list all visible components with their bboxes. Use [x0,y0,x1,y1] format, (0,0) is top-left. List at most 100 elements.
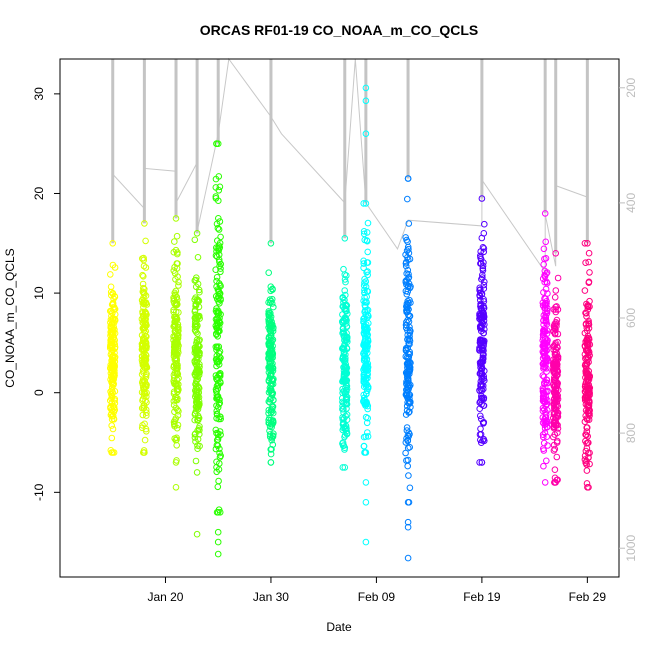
data-point [142,313,149,320]
data-point [213,277,220,285]
data-point [554,306,562,313]
data-point [477,305,485,312]
data-point [140,254,147,262]
y-tick-label: -10 [32,483,46,501]
data-point [403,378,410,386]
data-point [142,406,150,414]
data-point [343,329,350,337]
data-point [192,457,200,465]
data-point [174,406,181,414]
data-point [138,404,146,412]
data-point [404,376,412,384]
data-point [109,299,117,307]
data-point [364,268,371,275]
data-point [402,449,409,457]
data-point [583,428,591,435]
data-point [107,271,114,278]
data-point [343,317,350,324]
flight-series [170,215,182,491]
data-point [360,264,367,272]
data-point [172,484,180,491]
data-point [193,530,201,538]
data-point [342,291,349,299]
data-point [341,271,349,278]
data-point [269,285,276,293]
data-point [583,467,591,474]
data-point [586,397,593,405]
data-point [111,340,118,348]
data-point [214,509,222,516]
y2-tick-label: 800 [624,423,638,443]
data-point [584,382,591,390]
data-point [109,289,117,297]
data-point [584,240,591,247]
data-point [172,215,180,222]
data-point [477,340,484,347]
data-point [214,483,222,491]
data-point [110,306,117,314]
data-point [213,382,221,390]
data-point [541,344,549,352]
data-point [476,405,484,413]
data-point [109,381,117,389]
data-point [582,259,589,267]
data-point [540,462,547,470]
data-point [554,429,561,437]
data-point [175,278,182,286]
data-point [406,326,414,334]
data-point [550,441,558,449]
data-point [586,460,593,468]
data-point [193,356,200,364]
data-point [480,245,488,252]
data-point [542,254,550,262]
data-point [214,393,221,401]
data-point [554,355,562,363]
data-point [111,330,119,337]
data-point [266,363,273,371]
data-point [214,528,222,536]
data-point [195,342,202,350]
data-point [542,238,550,246]
data-point [581,351,589,358]
data-point [214,538,222,546]
data-point [174,326,182,333]
data-point [542,317,550,325]
data-point [269,351,277,359]
data-point [339,378,346,385]
data-point [364,314,371,321]
data-point [143,399,150,406]
data-point [173,294,180,301]
data-point [191,320,199,328]
data-point [216,290,223,298]
data-point [142,425,150,433]
data-point [360,391,368,399]
data-point [405,429,413,436]
data-point [194,253,202,261]
chart-title: ORCAS RF01-19 CO_NOAA_m_CO_QCLS [200,22,479,38]
data-point [173,355,180,363]
data-point [140,256,147,264]
data-point [542,295,549,303]
data-point [216,244,224,251]
data-point [540,433,547,441]
data-point [196,288,203,296]
data-point [363,372,371,379]
data-point [267,459,275,466]
data-point [340,317,348,325]
data-point [476,399,484,406]
data-point [192,276,200,284]
data-point [107,288,115,296]
data-point [404,462,412,470]
data-point [341,363,349,370]
data-point [343,369,351,377]
data-point [107,283,115,291]
data-point [360,257,367,265]
secondary-y-axis: 200 400 600 800 1000 [619,77,638,562]
data-point [581,287,589,294]
data-point [542,314,550,322]
data-point [266,343,274,350]
x-tick-label: Feb 09 [358,590,396,604]
data-point [586,406,593,414]
data-point [360,228,368,235]
data-point [478,322,485,329]
